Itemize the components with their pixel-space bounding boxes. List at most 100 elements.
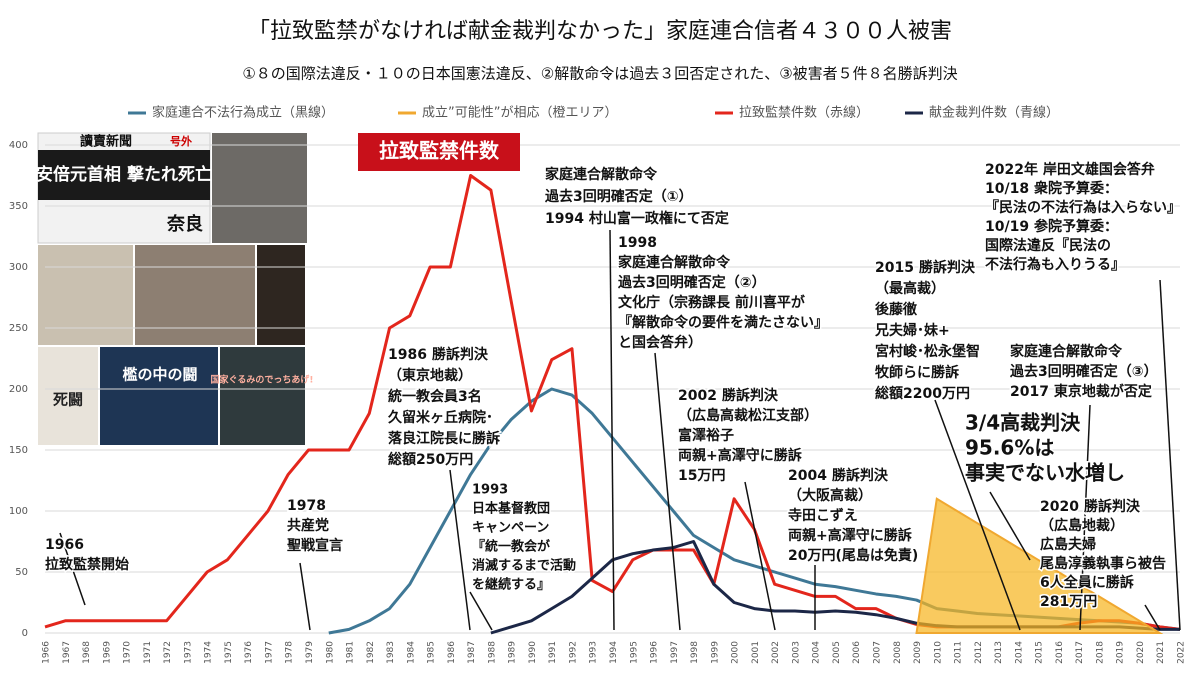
x-tick-label: 2006 (852, 641, 862, 664)
annotation-text: 不法行為も入りうる』 (985, 256, 1125, 273)
x-tick-label: 1975 (224, 641, 234, 664)
leader-line (989, 491, 1031, 561)
leader-line (59, 532, 86, 606)
annotation-text: 2022年 岸田文雄国会答弁 (985, 161, 1155, 178)
annotation-text: 消滅するまで活動 (472, 558, 576, 574)
annotation-text: 過去3回明確否定（③） (1009, 363, 1158, 380)
x-tick-label: 1970 (123, 641, 133, 664)
annotation-text: と国会答弁） (618, 334, 702, 351)
leader-line (1159, 279, 1181, 631)
annotation-text: 95.6%は (965, 436, 1054, 460)
x-tick-label: 1974 (204, 641, 214, 664)
callout-box (358, 133, 520, 171)
leader-line (1079, 404, 1091, 631)
annotation-text: 両親+高澤守に勝訴 (788, 527, 912, 544)
x-tick-label: 1969 (102, 641, 112, 664)
annotation-text: 2017 東京地裁が否定 (1010, 383, 1152, 400)
annotation-text: 後藤徹 (875, 301, 918, 318)
annotation-text: 2004 勝訴判決 (788, 467, 889, 484)
x-tick-label: 1966 (42, 641, 52, 664)
x-tick-label: 2018 (1095, 641, 1105, 664)
y-tick-label: 400 (9, 140, 28, 151)
x-tick-label: 2004 (812, 641, 822, 664)
x-tick-label: 2019 (1116, 641, 1126, 664)
collage-text: 讀賣新聞 (80, 134, 132, 150)
x-tick-label: 2016 (1055, 641, 1065, 664)
annotation-text: 過去3回明確否定（②） (617, 274, 766, 291)
annotation-text: 『解散命令の要件を満たさない』 (618, 314, 828, 331)
annotation-text: 富澤裕子 (678, 427, 734, 444)
y-tick-label: 0 (22, 628, 28, 639)
annotation-text: 家庭連合解散命令 (545, 166, 658, 183)
collage-text: 安倍元首相 撃たれ死亡 (36, 164, 212, 185)
annotation-text: 1966 (45, 537, 84, 553)
annotation-text: 1993 (472, 483, 508, 498)
annotation-text: 1998 (618, 235, 657, 251)
x-tick-label: 2014 (1014, 641, 1024, 664)
annotation-text: 事実でない水増し (965, 461, 1125, 485)
y-tick-label: 300 (9, 262, 28, 273)
annotation-text: 宮村峻･松永堡智 (875, 343, 980, 360)
collage-text: 奈良 (166, 213, 203, 235)
annotation-text: 落良江院長に勝訴 (388, 430, 500, 447)
annotation-text: （広島地裁） (1040, 517, 1124, 534)
annotation-text: 15万円 (678, 468, 725, 484)
chart-title: 「拉致監禁がなければ献金裁判なかった」家庭連合信者４３００人被害 (248, 19, 952, 44)
legend-label: 拉致監禁件数（赤線） (739, 105, 869, 121)
y-tick-label: 150 (9, 445, 28, 456)
series-area (915, 497, 1164, 634)
x-tick-label: 1971 (143, 641, 153, 664)
annotation-text: 過去3回明確否定（①） (544, 188, 693, 205)
collage-text: 檻の中の闘 (122, 366, 197, 384)
x-tick-label: 2007 (872, 641, 882, 664)
annotation-text: 1986 勝訴判決 (388, 346, 489, 363)
y-tick-label: 50 (15, 567, 28, 578)
annotation-text: 両親+高澤守に勝訴 (678, 447, 802, 464)
x-tick-label: 2022 (1177, 641, 1187, 664)
y-tick-label: 100 (9, 506, 28, 517)
x-tick-label: 1987 (467, 641, 477, 664)
x-tick-label: 1972 (163, 641, 173, 664)
x-tick-label: 2011 (954, 641, 964, 664)
x-tick-label: 1997 (670, 641, 680, 664)
x-tick-label: 1979 (305, 641, 315, 664)
x-tick-label: 2003 (791, 641, 801, 664)
annotation-text: 広島夫婦 (1040, 536, 1096, 553)
x-tick-label: 1977 (264, 641, 274, 664)
annotation-text: 6人全員に勝訴 (1040, 574, 1134, 591)
x-tick-label: 1998 (690, 641, 700, 664)
x-tick-label: 2001 (751, 641, 761, 664)
x-tick-label: 1996 (650, 641, 660, 664)
collage-text: 国家ぐるみのでっちあげ! (211, 374, 314, 386)
annotation-text: 牧師らに勝訴 (875, 364, 959, 381)
x-tick-label: 2020 (1136, 641, 1146, 664)
annotation-text: 尾島淳義執事ら被告 (1040, 555, 1166, 572)
x-tick-label: 2015 (1035, 641, 1045, 664)
x-tick-label: 1983 (386, 641, 396, 664)
annotation-text: 2015 勝訴判決 (875, 259, 976, 276)
annotation-text: 1994 村山富一政権にて否定 (545, 210, 729, 227)
y-tick-label: 350 (9, 201, 28, 212)
x-tick-label: 1992 (568, 641, 578, 664)
legend-label: 成立”可能性”が相応（橙エリア） (422, 106, 617, 121)
legend-label: 献金裁判件数（青線） (929, 105, 1059, 121)
x-tick-label: 2008 (893, 641, 903, 664)
annotation-text: 国際法違反『民法の (985, 237, 1111, 254)
annotation-text: 10/18 衆院予算委： (985, 180, 1118, 197)
annotation-text: 共産党 (287, 517, 329, 534)
x-tick-label: 1999 (710, 641, 720, 664)
x-tick-label: 2021 (1156, 641, 1166, 664)
annotation-text: 総額250万円 (388, 451, 473, 468)
x-tick-label: 2012 (974, 641, 984, 664)
annotation-text: 寺田こずえ (788, 507, 858, 524)
collage-text: 号外 (170, 134, 192, 148)
annotation-text: 総額2200万円 (875, 385, 970, 402)
x-tick-label: 1973 (183, 641, 193, 664)
x-tick-label: 1986 (447, 641, 457, 664)
x-tick-label: 2000 (731, 641, 741, 664)
annotation-text: （大阪高裁） (788, 487, 872, 504)
x-tick-label: 1984 (406, 641, 416, 664)
annotation-text: 3/4高裁判決 (965, 411, 1081, 435)
annotation-text: （最高裁） (875, 280, 945, 297)
annotation-text: 281万円 (1040, 594, 1097, 610)
